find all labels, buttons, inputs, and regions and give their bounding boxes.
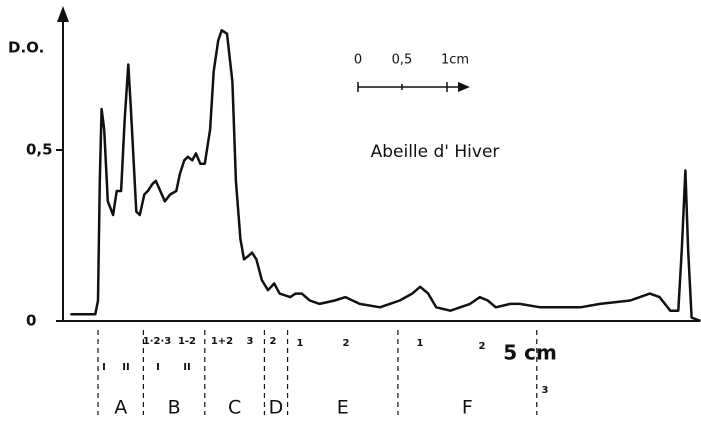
scale-label: 0,5 <box>392 53 413 68</box>
fraction-label: C <box>228 397 241 419</box>
sub-fraction-label: 1+2 <box>211 336 233 347</box>
sub-fraction-label: 1·2·3 <box>143 336 172 347</box>
scale-arrow <box>458 82 470 92</box>
sub-fraction-label: 2 <box>343 338 350 349</box>
sub-fraction-label: 2 <box>479 341 486 352</box>
y-tick-label: 0 <box>26 312 36 330</box>
sub-fraction-label: I <box>156 362 160 373</box>
sub-fraction-label: 1 <box>417 338 424 349</box>
sub-fraction-label: 2 <box>270 336 277 347</box>
y-label: D.O. <box>8 39 44 57</box>
sub-fraction-label: 1 <box>297 338 304 349</box>
y-axis-arrow <box>57 6 69 22</box>
sub-fraction-label: II <box>122 362 129 373</box>
fraction-label: F <box>462 397 473 419</box>
sub-fraction-label: 1-2 <box>178 336 196 347</box>
sub-fraction-label: 3 <box>247 336 254 347</box>
fraction-label: B <box>168 397 181 419</box>
y-tick-label: 0,5 <box>26 141 53 159</box>
fraction-label: D <box>269 397 284 419</box>
scale-label: 1cm <box>441 53 469 68</box>
sub-fraction-label: I <box>102 362 106 373</box>
sub-fraction-label: 3 <box>542 385 549 396</box>
density-curve <box>70 29 701 323</box>
chart-title: Abeille d' Hiver <box>371 142 500 162</box>
fraction-label: E <box>337 397 349 419</box>
sub-fraction-label: II <box>183 362 190 373</box>
fraction-label: A <box>114 397 127 419</box>
scale-bar: 0 0,5 1cm <box>354 53 470 92</box>
x-label: 5 cm <box>503 341 557 365</box>
scale-label: 0 <box>354 53 362 68</box>
